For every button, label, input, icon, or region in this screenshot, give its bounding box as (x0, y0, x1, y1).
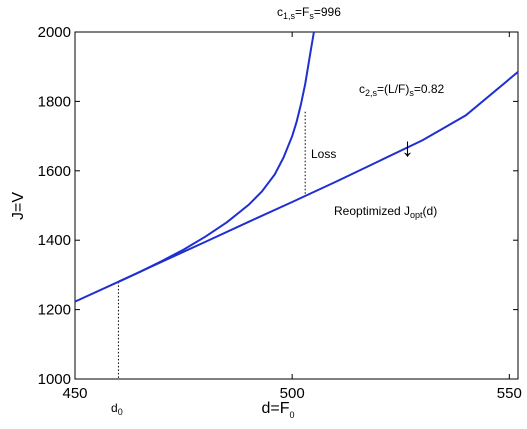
annotation-d0: d0 (111, 401, 123, 417)
y-tick-label: 2000 (38, 24, 71, 41)
annotation-loss: Loss (311, 147, 336, 161)
x-axis-title-sub: 0 (290, 410, 295, 420)
y-axis-title: J=V (10, 192, 27, 220)
y-tick-label: 1400 (38, 232, 71, 249)
series-layer (74, 31, 519, 303)
y-tick-label: 1200 (38, 302, 71, 319)
annotation-reoptimized: Reoptimized Jopt(d) (334, 204, 437, 220)
annotation-arrow: ↓ (401, 132, 414, 162)
annotation-c2: c2,s=(L/F)s=0.82 (359, 82, 445, 98)
y-tick-label: 1800 (38, 93, 71, 110)
y-tick-label: 1000 (38, 371, 71, 388)
x-axis-title: d=F0 (261, 400, 294, 420)
series-reoptimized-line (74, 71, 519, 303)
series-fixed-controls-curve (117, 31, 315, 283)
x-tick-label: 450 (62, 385, 87, 402)
annotation-c1: c1,s=Fs=996 (277, 5, 341, 21)
x-axis-title-main: d=F (261, 400, 289, 417)
plot-frame (74, 31, 519, 380)
x-tick-label: 500 (280, 385, 305, 402)
guide-lines (117, 111, 306, 379)
y-tick-label: 1600 (38, 163, 71, 180)
x-tick-label: 550 (497, 385, 522, 402)
plot-area (74, 31, 519, 380)
axis-ticks: 450 500 550 1000 1200 1400 1600 1800 2000 (38, 24, 522, 402)
